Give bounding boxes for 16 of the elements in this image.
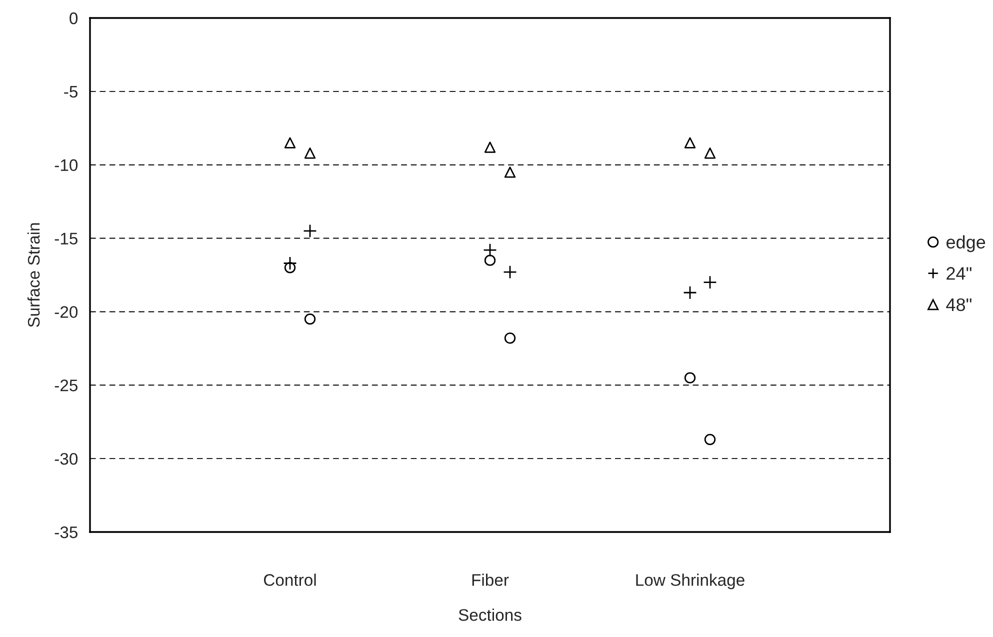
y-axis-title: Surface Strain bbox=[27, 223, 40, 328]
legend-label: 24" bbox=[946, 267, 972, 280]
y-tick-label: -5 bbox=[64, 86, 78, 98]
legend-label: edge bbox=[946, 235, 986, 252]
x-tick-label: Fiber bbox=[472, 574, 509, 586]
y-tick-label: -30 bbox=[54, 452, 78, 465]
x-tick-label: Low Shrinkage bbox=[636, 574, 744, 590]
x-axis-title: Sections bbox=[458, 608, 522, 621]
legend-label: 48" bbox=[946, 298, 972, 312]
y-tick-label: -20 bbox=[54, 306, 78, 318]
y-tick-label: 0 bbox=[70, 12, 78, 24]
y-tick-label: -15 bbox=[54, 232, 78, 244]
y-tick-label: -25 bbox=[54, 380, 78, 392]
x-tick-label: Control bbox=[264, 574, 316, 586]
y-tick-label: -10 bbox=[54, 159, 78, 172]
y-tick-label: -35 bbox=[54, 526, 78, 538]
